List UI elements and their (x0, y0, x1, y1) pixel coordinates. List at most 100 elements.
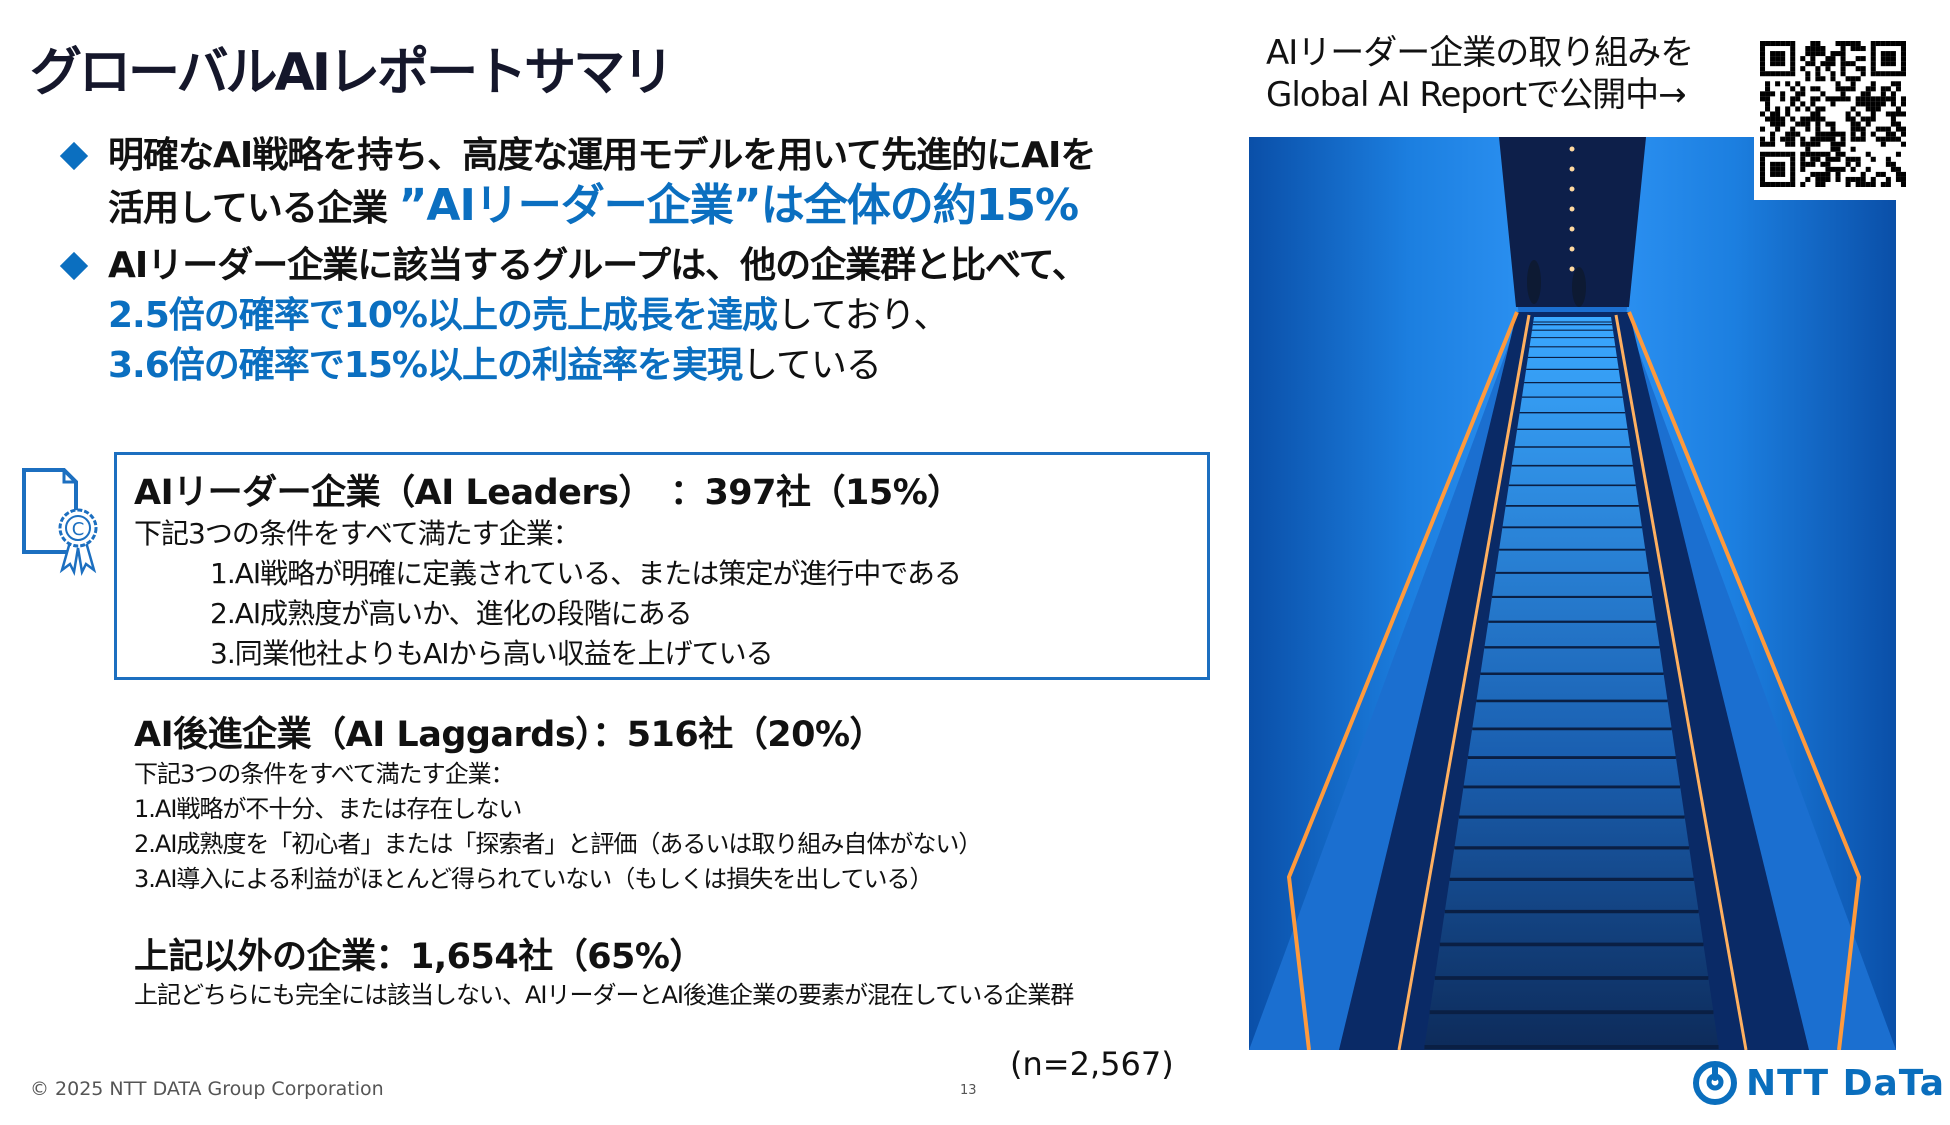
qr-module (1800, 121, 1806, 127)
qr-module (1835, 156, 1841, 162)
qr-module (1830, 121, 1836, 127)
qr-module (1760, 141, 1766, 147)
qr-module (1765, 181, 1771, 187)
qr-module (1825, 166, 1831, 172)
qr-module (1785, 131, 1791, 137)
qr-module (1900, 101, 1906, 107)
qr-module (1770, 136, 1776, 142)
qr-code-icon[interactable] (1760, 41, 1906, 187)
others-description: 上記どちらにも完全には該当しない、AIリーダーとAI後進企業の要素が混在している… (134, 981, 1074, 1009)
qr-module (1775, 121, 1781, 127)
qr-module (1830, 126, 1836, 132)
qr-module (1880, 51, 1886, 57)
qr-module (1790, 86, 1796, 92)
qr-module (1840, 46, 1846, 52)
qr-module (1760, 181, 1766, 187)
qr-module (1840, 166, 1846, 172)
qr-module (1835, 171, 1841, 177)
bullet-1-line-1: 明確なAI戦略を持ち、高度な運用モデルを用いて先進的にAIを (108, 135, 1096, 176)
qr-module (1810, 141, 1816, 147)
qr-module (1885, 51, 1891, 57)
qr-module (1800, 181, 1806, 187)
qr-module (1880, 61, 1886, 67)
qr-module (1795, 81, 1801, 87)
qr-module (1870, 66, 1876, 72)
qr-module (1860, 91, 1866, 97)
qr-module (1890, 166, 1896, 172)
qr-module (1845, 86, 1851, 92)
qr-module (1815, 96, 1821, 102)
qr-module (1820, 151, 1826, 157)
qr-module (1795, 91, 1801, 97)
qr-module (1830, 136, 1836, 142)
qr-module (1825, 161, 1831, 167)
qr-module (1900, 41, 1906, 47)
qr-module (1775, 111, 1781, 117)
qr-module (1825, 136, 1831, 142)
qr-module (1880, 96, 1886, 102)
ceiling-light (1569, 186, 1575, 192)
qr-module (1805, 141, 1811, 147)
qr-module (1880, 71, 1886, 77)
qr-module (1795, 121, 1801, 127)
bullet-2-line-3: 3.6倍の確率で15%以上の利益率を実現している (108, 344, 882, 388)
qr-module (1785, 111, 1791, 117)
qr-module (1870, 131, 1876, 137)
qr-module (1860, 101, 1866, 107)
qr-module (1880, 86, 1886, 92)
qr-module (1870, 81, 1876, 87)
ceiling-light (1569, 206, 1575, 212)
qr-module (1820, 181, 1826, 187)
bullet-2-line-1: AIリーダー企業に該当するグループは、他の企業群と比べて、 (108, 245, 1088, 286)
qr-module (1800, 156, 1806, 162)
qr-module (1790, 161, 1796, 167)
qr-module (1885, 126, 1891, 132)
qr-module (1850, 156, 1856, 162)
qr-module (1795, 96, 1801, 102)
bullet-1-line-2: 活用している企業 ”AIリーダー企業”は全体の約15% (108, 184, 1079, 231)
qr-module (1775, 41, 1781, 47)
qr-module (1895, 171, 1901, 177)
ai-leaders-item: 3.同業他社よりもAIから高い収益を上げている (210, 637, 774, 670)
qr-module (1880, 126, 1886, 132)
qr-module (1885, 111, 1891, 117)
qr-module (1850, 121, 1856, 127)
qr-module (1890, 131, 1896, 137)
qr-module (1810, 61, 1816, 67)
qr-module (1845, 176, 1851, 182)
qr-module (1840, 91, 1846, 97)
qr-module (1835, 51, 1841, 57)
qr-module (1780, 171, 1786, 177)
qr-module (1895, 151, 1901, 157)
qr-module (1765, 86, 1771, 92)
qr-module (1790, 41, 1796, 47)
qr-module (1840, 51, 1846, 57)
text: している (741, 345, 882, 386)
qr-module (1775, 166, 1781, 172)
qr-module (1860, 176, 1866, 182)
qr-module (1760, 41, 1766, 47)
qr-module (1875, 41, 1881, 47)
qr-module (1805, 121, 1811, 127)
qr-code-container[interactable] (1754, 35, 1912, 200)
qr-module (1815, 141, 1821, 147)
qr-module (1870, 41, 1876, 47)
qr-module (1800, 141, 1806, 147)
qr-module (1810, 156, 1816, 162)
qr-module (1885, 136, 1891, 142)
qr-module (1805, 161, 1811, 167)
qr-module (1765, 141, 1771, 147)
qr-module (1790, 131, 1796, 137)
qr-module (1780, 161, 1786, 167)
qr-module (1880, 101, 1886, 107)
qr-module (1765, 151, 1771, 157)
qr-module (1875, 71, 1881, 77)
qr-module (1890, 91, 1896, 97)
qr-module (1830, 61, 1836, 67)
qr-module (1790, 46, 1796, 52)
qr-module (1790, 156, 1796, 162)
qr-module (1895, 136, 1901, 142)
qr-module (1865, 86, 1871, 92)
qr-module (1805, 61, 1811, 67)
ai-leaders-item: 1.AI戦略が明確に定義されている、または策定が進行中である (210, 557, 962, 590)
